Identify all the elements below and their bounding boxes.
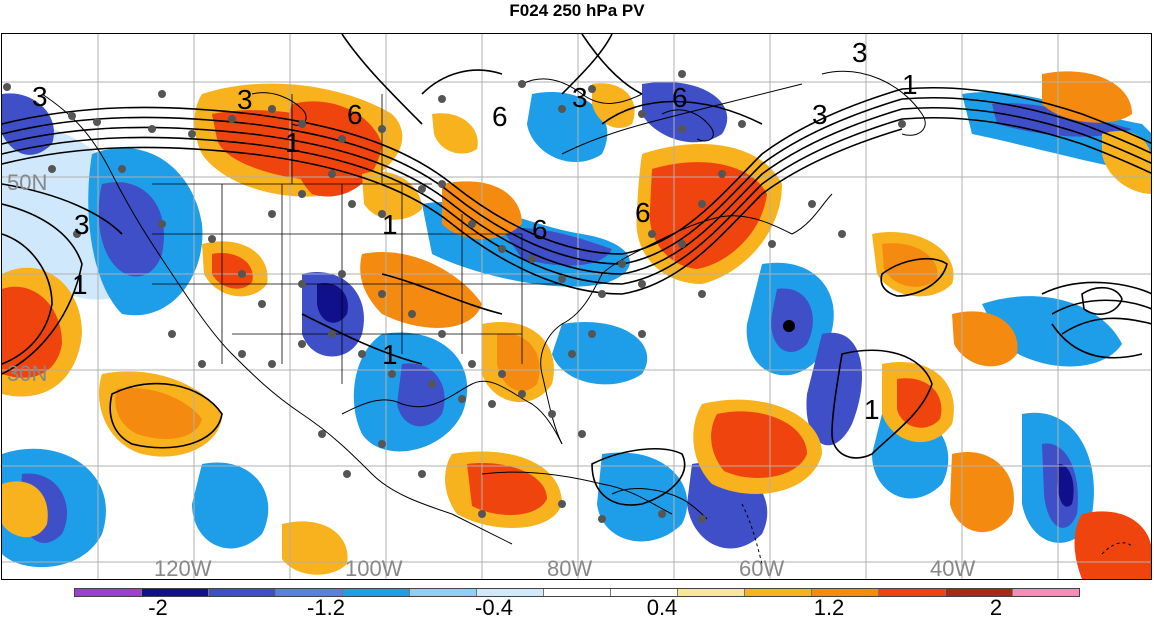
- contour-label: 6: [532, 214, 548, 245]
- colorbar-tick-label: -1.2: [307, 595, 345, 619]
- colorbar-segment: [678, 589, 745, 596]
- contour-label: 6: [492, 101, 508, 132]
- contour-label: 6: [347, 99, 363, 130]
- colorbar-segment: [209, 589, 276, 596]
- map-panel: 3 3 6 6 1 6 1 6 6 3 3 3 1 3 1 1 1 50N: [1, 33, 1152, 580]
- map-canvas: 3 3 6 6 1 6 1 6 6 3 3 3 1 3 1 1 1 50N: [2, 34, 1151, 580]
- contour-label: 1: [285, 127, 301, 158]
- buoy-marker: [783, 320, 795, 332]
- contour-label: 1: [382, 339, 398, 370]
- latitude-label: 50N: [7, 170, 47, 195]
- contour-label: 1: [382, 209, 398, 240]
- contour-label: 1: [864, 394, 880, 425]
- colorbar-segment: [142, 589, 209, 596]
- colorbar-segment: [745, 589, 812, 596]
- colorbar-tick-label: -0.4: [475, 595, 513, 619]
- colorbar-segment: [410, 589, 477, 596]
- pv-contours: [2, 34, 1151, 506]
- contour-label: 6: [672, 82, 688, 113]
- contour-label: 1: [72, 269, 88, 300]
- colorbar-segment: [343, 589, 410, 596]
- contour-label: 3: [852, 37, 868, 68]
- colorbar-segment: [946, 589, 1013, 596]
- longitude-label: 60W: [739, 556, 784, 580]
- contour-label: 3: [237, 84, 253, 115]
- contour-label: 6: [635, 197, 651, 228]
- longitude-label: 100W: [345, 556, 403, 580]
- longitude-label: 80W: [547, 556, 592, 580]
- figure-title: F024 250 hPa PV: [509, 1, 645, 20]
- colorbar: [74, 588, 1080, 597]
- colorbar-tick-labels: -2 -1.2 -0.4 0.4 1.2 2: [0, 596, 1154, 619]
- colorbar-tick-label: -2: [148, 595, 168, 619]
- contour-label: 3: [32, 81, 48, 112]
- longitude-label: 40W: [930, 556, 975, 580]
- colorbar-segment: [477, 589, 544, 596]
- coastlines: [41, 70, 1133, 565]
- contour-label: 3: [572, 82, 588, 113]
- colorbar-segment: [276, 589, 343, 596]
- colorbar-tick-label: 1.2: [813, 595, 845, 619]
- colorbar-segment: [75, 589, 142, 596]
- graticule-labels: 50N 30N 120W 100W 80W 60W 40W: [7, 170, 975, 580]
- contour-labels: 3 3 6 6 1 6 1 6 6 3 3 3 1 3 1 1 1: [32, 37, 918, 425]
- contour-label: 1: [902, 69, 918, 100]
- latitude-label: 30N: [7, 361, 47, 386]
- colorbar-segment: [812, 589, 879, 596]
- colorbar-segment: [1013, 589, 1079, 596]
- station-markers: [3, 70, 906, 523]
- contour-label: 3: [812, 99, 828, 130]
- political-boundaries: [152, 94, 562, 384]
- contour-label: 3: [74, 209, 90, 240]
- colorbar-segment: [544, 589, 611, 596]
- colorbar-segment: [611, 589, 678, 596]
- colorbar-segment: [879, 589, 946, 596]
- colorbar-tick-label: 0.4: [646, 595, 678, 619]
- longitude-label: 120W: [154, 556, 212, 580]
- colorbar-tick-label: 2: [989, 595, 1003, 619]
